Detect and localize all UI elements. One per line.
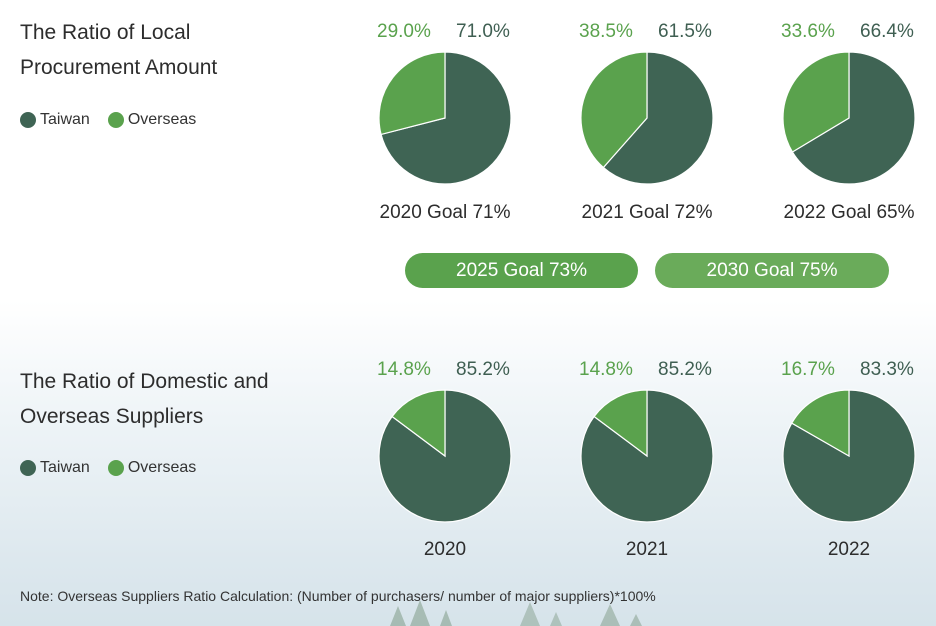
- supplier-pie-2020-overseas-label: 14.8%: [377, 359, 431, 380]
- pie-1-2022-overseas-slice: [790, 389, 850, 458]
- legend-item-taiwan: Taiwan: [20, 111, 90, 129]
- supplier-pie-2021-overseas-label: 14.8%: [579, 359, 633, 380]
- legend-label-taiwan: Taiwan: [40, 111, 90, 128]
- supplier-pie-2020-taiwan-label: 85.2%: [456, 359, 510, 380]
- supplier-pie-2022-caption: 2022: [827, 539, 871, 560]
- legend-dot-taiwan: [20, 112, 36, 128]
- procurement-title-line2: Procurement Amount: [20, 56, 218, 79]
- legend-dot-taiwan: [20, 460, 36, 476]
- procurement-legend: Taiwan Overseas: [20, 111, 214, 129]
- pie-1-2021-overseas-slice: [593, 389, 648, 458]
- pie-2021-overseas-label: 38.5%: [579, 21, 633, 42]
- legend-label-overseas: Overseas: [127, 459, 197, 476]
- pie-2020-caption: 2020 Goal 71%: [379, 202, 511, 223]
- procurement-title: The Ratio of Local Procurement Amount: [20, 15, 320, 85]
- supplier-pie-2022-taiwan-label: 83.3%: [860, 359, 914, 380]
- legend-item-taiwan: Taiwan: [20, 459, 90, 477]
- legend-label-taiwan: Taiwan: [40, 459, 90, 476]
- pie-0-2020-overseas-slice: [378, 51, 446, 136]
- suppliers-title: The Ratio of Domestic and Overseas Suppl…: [20, 364, 320, 434]
- pie-2022-caption: 2022 Goal 65%: [783, 202, 915, 223]
- pie-2021-caption: 2021 Goal 72%: [581, 202, 713, 223]
- suppliers-title-line1: The Ratio of Domestic and: [20, 370, 269, 393]
- legend-item-overseas: Overseas: [107, 459, 197, 477]
- pie-0-2021-taiwan-slice: [602, 51, 714, 185]
- pie-2020-overseas-label: 29.0%: [377, 21, 431, 42]
- procurement-title-line1: The Ratio of Local: [20, 21, 191, 44]
- pie-2020-taiwan-label: 71.0%: [456, 21, 510, 42]
- legend-dot-overseas: [107, 460, 124, 476]
- pie-2022-taiwan-label: 66.4%: [860, 21, 914, 42]
- supplier-pie-2021-taiwan-label: 85.2%: [658, 359, 712, 380]
- suppliers-legend: Taiwan Overseas: [20, 459, 214, 477]
- suppliers-title-line2: Overseas Suppliers: [20, 405, 204, 428]
- supplier-pie-2021-caption: 2021: [625, 539, 669, 560]
- pie-2021-taiwan-label: 61.5%: [658, 21, 712, 42]
- goal-2030-badge: 2030 Goal 75%: [655, 253, 889, 288]
- pie-0-2020-taiwan-slice: [380, 51, 512, 185]
- calculation-note: Note: Overseas Suppliers Ratio Calculati…: [20, 588, 656, 604]
- pie-0-2022-overseas-slice: [782, 51, 850, 153]
- supplier-pie-2022-overseas-label: 16.7%: [781, 359, 835, 380]
- trees-decoration: [390, 600, 642, 626]
- pie-1-2020-overseas-slice: [391, 389, 446, 458]
- legend-dot-overseas: [107, 112, 124, 128]
- legend-label-overseas: Overseas: [127, 111, 197, 128]
- goal-2025-badge: 2025 Goal 73%: [405, 253, 638, 288]
- supplier-pie-2020-caption: 2020: [423, 539, 467, 560]
- legend-item-overseas: Overseas: [107, 111, 197, 129]
- pie-0-2021-overseas-slice: [580, 51, 648, 169]
- pie-2022-overseas-label: 33.6%: [781, 21, 835, 42]
- pie-0-2022-taiwan-slice: [791, 51, 916, 185]
